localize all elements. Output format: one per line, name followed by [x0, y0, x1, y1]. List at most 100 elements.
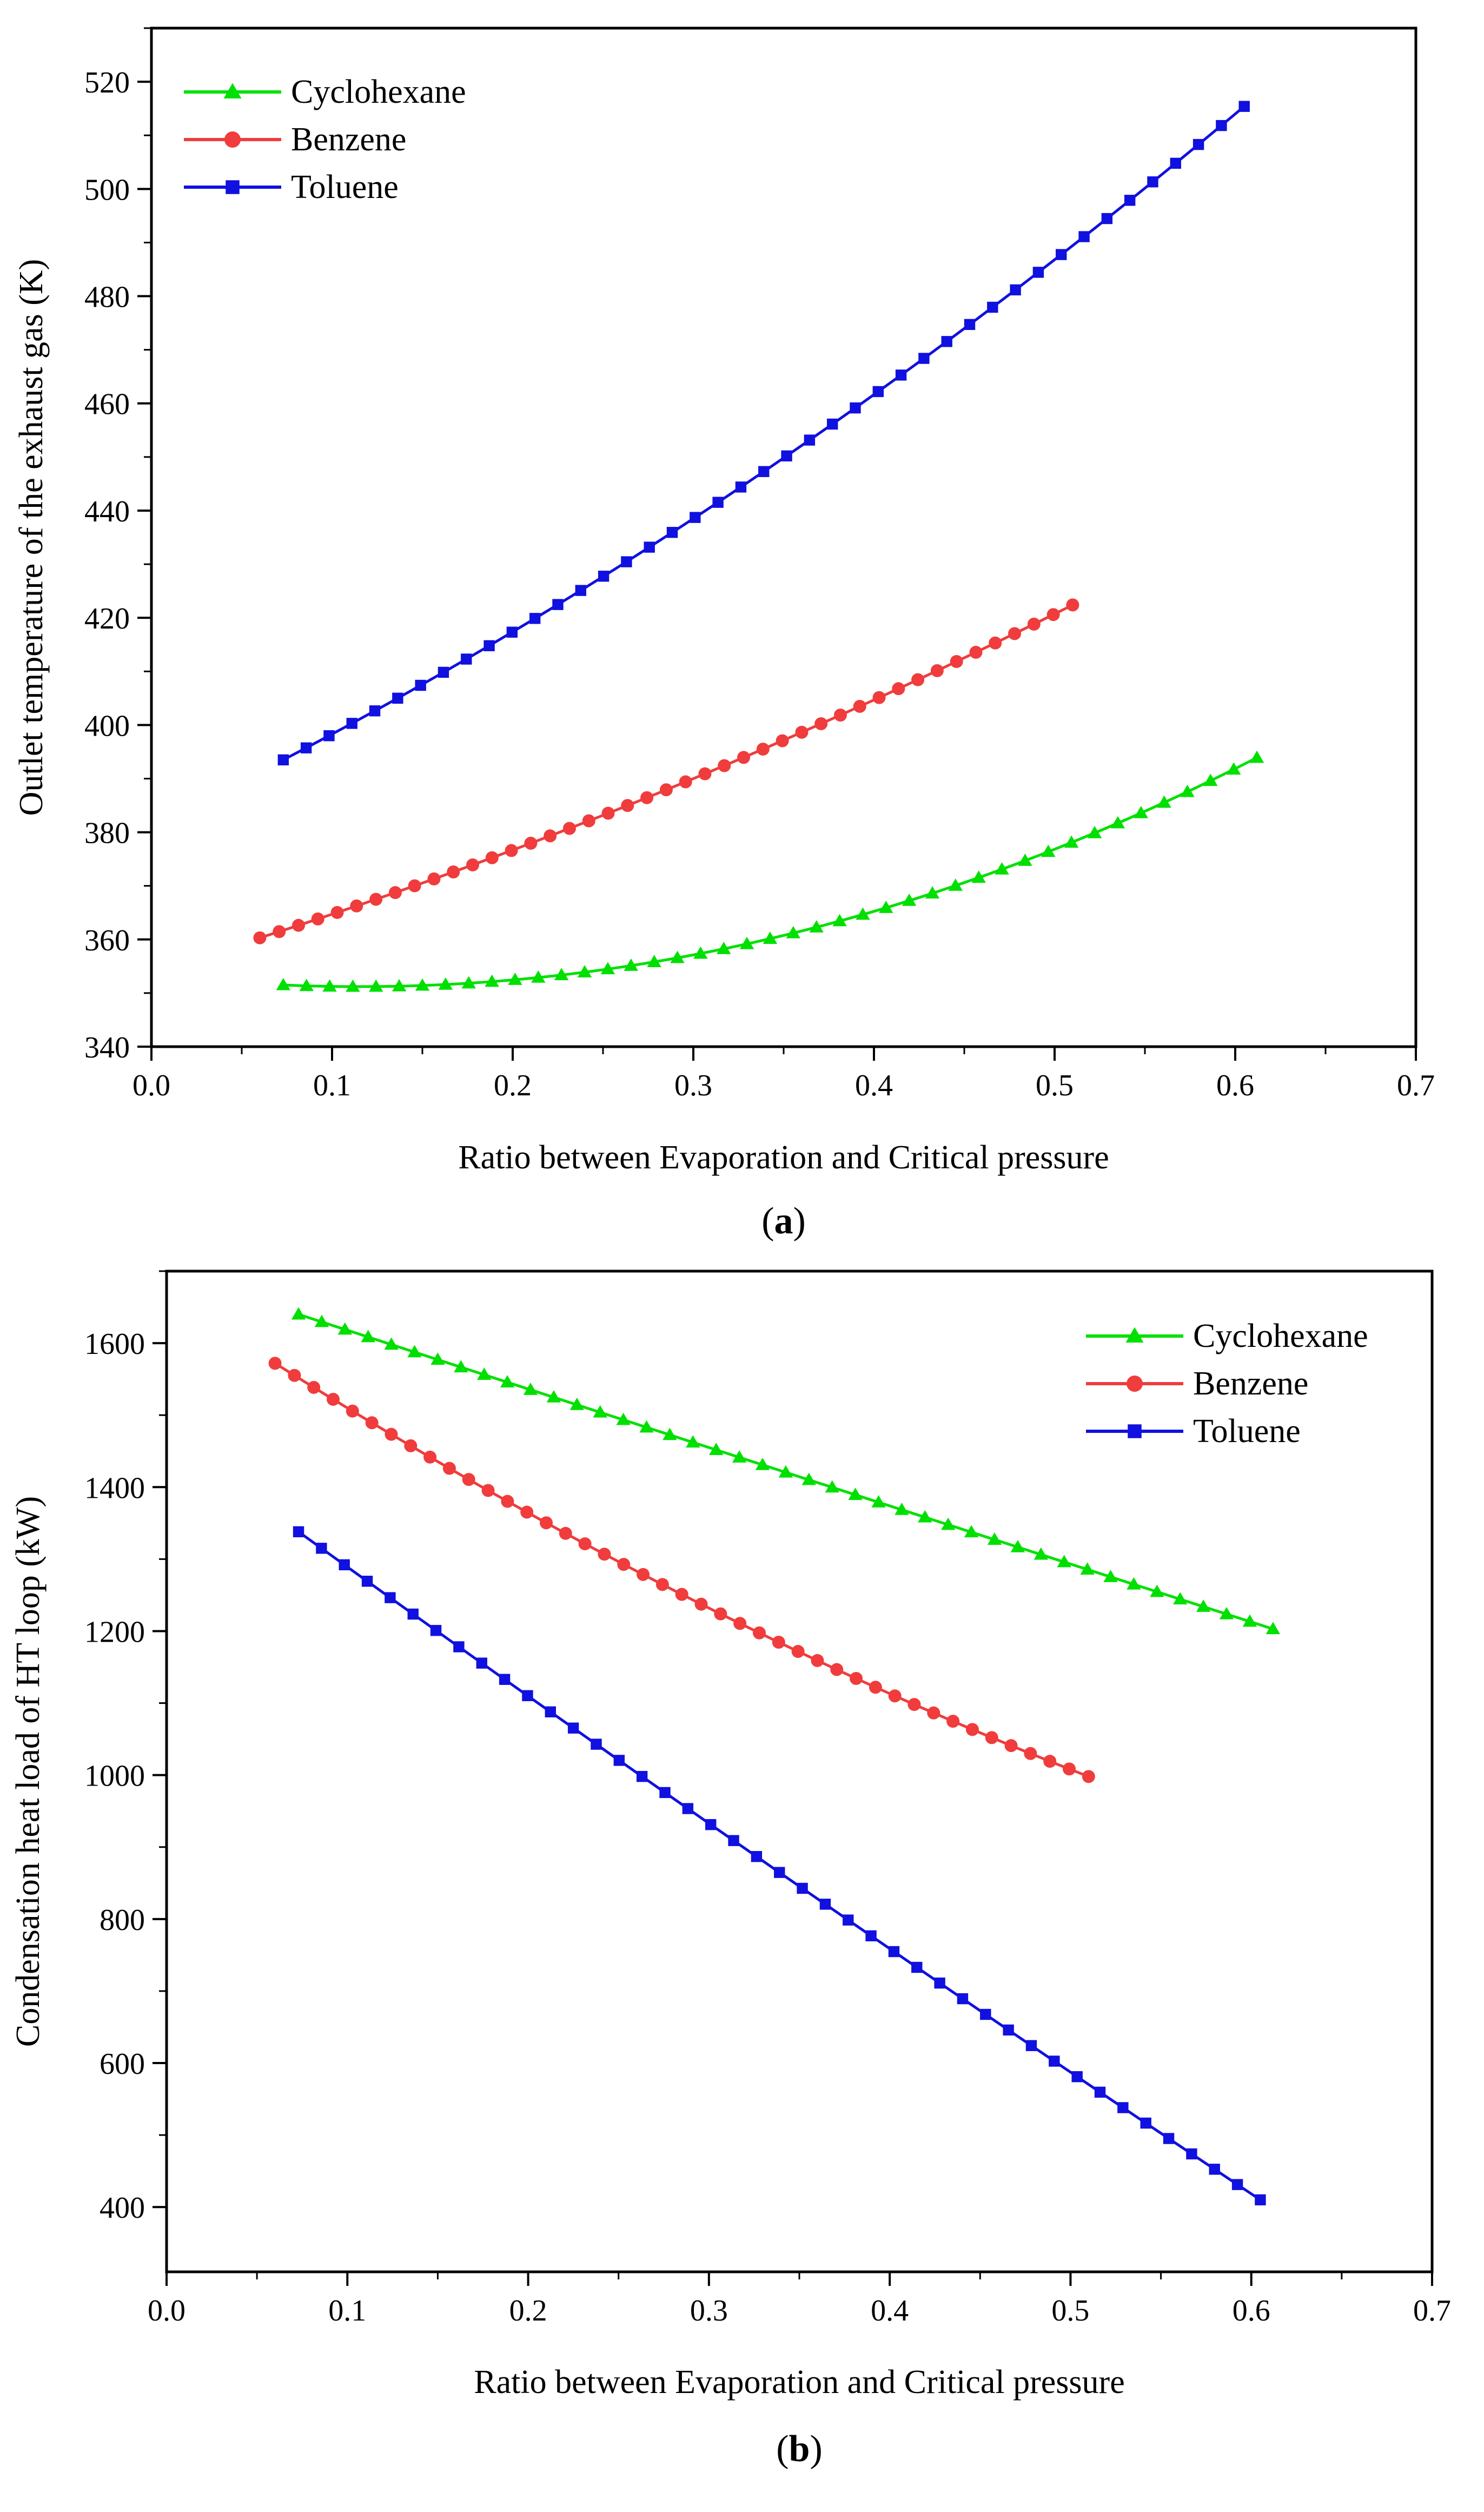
data-point-toluene	[957, 1993, 969, 2005]
data-point-benzene	[617, 1558, 631, 1571]
data-point-toluene	[797, 1882, 808, 1894]
data-point-benzene	[950, 655, 963, 668]
data-point-toluene	[300, 742, 312, 753]
data-point-benzene	[1063, 1762, 1076, 1776]
series-line-toluene	[282, 105, 1246, 762]
series-group-a	[253, 101, 1264, 992]
x-tick-label: 0.0	[132, 1069, 170, 1102]
data-point-toluene	[644, 541, 655, 553]
data-point-toluene	[819, 1899, 831, 1910]
data-point-benzene	[346, 1404, 359, 1418]
data-point-cyclohexane	[1034, 1547, 1049, 1560]
data-point-cyclohexane	[1203, 774, 1218, 786]
data-point-cyclohexane	[546, 1390, 561, 1403]
data-point-toluene	[1056, 249, 1067, 260]
data-point-toluene	[392, 692, 403, 704]
data-point-toluene	[552, 599, 564, 610]
data-point-toluene	[804, 434, 816, 446]
y-tick-label: 380	[84, 817, 130, 850]
data-point-benzene	[330, 905, 344, 919]
data-point-benzene	[637, 1568, 650, 1581]
data-point-benzene	[385, 1427, 398, 1441]
data-point-benzene	[369, 893, 383, 906]
axis-ticks-b	[153, 1270, 1433, 2286]
data-point-toluene	[476, 1657, 487, 1669]
data-point-cyclohexane	[662, 1427, 677, 1440]
data-point-toluene	[567, 1722, 579, 1734]
data-point-benzene	[737, 751, 751, 764]
data-point-cyclohexane	[407, 1345, 422, 1358]
data-point-cyclohexane	[1010, 1539, 1025, 1552]
data-point-benzene	[273, 925, 286, 938]
data-point-benzene	[520, 1505, 534, 1519]
data-point-toluene	[407, 1608, 419, 1620]
y-tick-label: 360	[84, 924, 130, 957]
caption-a: (a)	[761, 1200, 806, 1242]
data-point-benzene	[1066, 598, 1079, 612]
legend-label-cyclohexane: Cyclohexane	[291, 74, 466, 110]
data-point-benzene	[675, 1588, 688, 1601]
data-point-toluene	[545, 1706, 556, 1717]
data-point-toluene	[1010, 284, 1021, 296]
data-point-cyclohexane	[500, 1375, 515, 1387]
data-point-cyclohexane	[1110, 816, 1125, 829]
data-point-benzene	[811, 1654, 824, 1667]
data-point-toluene	[636, 1770, 648, 1782]
data-point-cyclohexane	[1157, 795, 1171, 808]
data-point-toluene	[1170, 157, 1181, 169]
data-point-cyclohexane	[1103, 1570, 1118, 1582]
legend-a: Cyclohexane Benzene Toluene	[184, 74, 466, 206]
data-point-toluene	[1025, 2040, 1037, 2051]
data-point-benzene	[307, 1380, 321, 1394]
data-point-toluene	[705, 1819, 717, 1830]
data-point-toluene	[1049, 2055, 1060, 2067]
data-point-cyclohexane	[786, 926, 801, 938]
data-point-benzene	[892, 682, 905, 696]
data-point-cyclohexane	[755, 1457, 770, 1470]
data-point-cyclohexane	[964, 1525, 979, 1538]
data-point-cyclohexane	[276, 977, 291, 990]
data-point-toluene	[1101, 213, 1113, 224]
data-point-toluene	[774, 1867, 785, 1878]
legend-label-toluene: Toluene	[1193, 1413, 1301, 1450]
data-point-benzene	[946, 1715, 960, 1728]
data-point-benzene	[505, 844, 518, 857]
y-tick-labels-a: 340 360 380 400 420 440 460 480 500 520	[84, 66, 130, 1065]
data-point-benzene	[694, 1597, 708, 1611]
data-point-benzene	[388, 886, 402, 900]
data-point-benzene	[447, 865, 460, 878]
data-point-cyclohexane	[392, 979, 407, 991]
legend-marker-cyclohexane	[223, 83, 242, 98]
data-point-cyclohexane	[879, 901, 893, 913]
data-point-toluene	[987, 301, 998, 313]
x-axis-label-b: Ratio between Evaporation and Critical p…	[474, 2364, 1124, 2401]
data-point-cyclohexane	[1227, 762, 1241, 775]
data-point-benzene	[814, 717, 828, 730]
data-point-benzene	[776, 734, 789, 748]
data-point-toluene	[1163, 2133, 1175, 2144]
data-point-toluene	[1032, 267, 1044, 278]
data-point-toluene	[659, 1787, 671, 1799]
data-point-benzene	[540, 1516, 553, 1530]
data-point-toluene	[613, 1755, 625, 1766]
y-tick-labels-b: 400 600 800 1000 1200 1400 1600	[84, 1327, 145, 2225]
data-point-toluene	[850, 402, 861, 414]
x-tick-label: 0.5	[1051, 2294, 1089, 2328]
data-point-benzene	[481, 1484, 495, 1497]
legend-label-benzene: Benzene	[291, 121, 406, 158]
data-point-benzene	[311, 912, 324, 926]
data-point-toluene	[872, 386, 884, 398]
y-tick-label: 1600	[84, 1327, 145, 1361]
panel-a: 0.0 0.1 0.2 0.3 0.4 0.5 0.6 0.7 340 360 380 400 420…	[13, 27, 1435, 1242]
data-point-cyclohexane	[346, 979, 360, 992]
data-point-cyclohexane	[1041, 844, 1056, 857]
data-point-toluene	[598, 571, 610, 582]
legend-label-toluene: Toluene	[291, 169, 399, 206]
data-point-toluene	[293, 1526, 304, 1537]
data-point-benzene	[733, 1617, 747, 1630]
y-tick-label: 400	[100, 2191, 145, 2225]
data-point-cyclohexane	[763, 931, 778, 944]
data-point-toluene	[461, 653, 472, 665]
y-tick-label: 520	[84, 66, 130, 100]
data-point-cyclohexane	[1134, 805, 1148, 818]
